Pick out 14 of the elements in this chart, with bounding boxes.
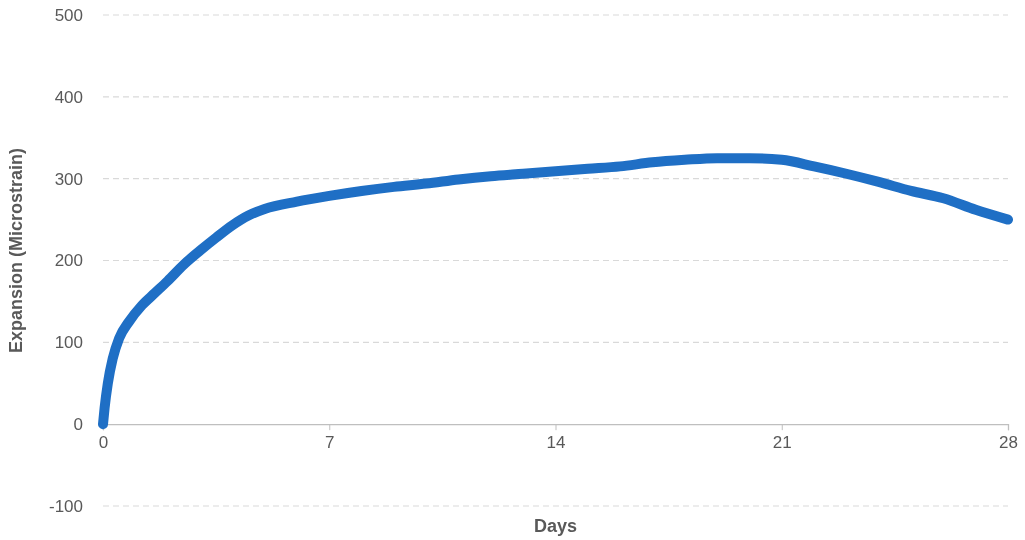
x-tick-label: 28 xyxy=(999,433,1018,453)
y-tick-label: 400 xyxy=(54,87,83,107)
y-axis-title: Expansion (Microstrain) xyxy=(6,147,26,354)
y-tick-label: 200 xyxy=(54,251,83,271)
x-axis-title: Days xyxy=(533,516,578,536)
y-tick-label: 300 xyxy=(54,169,83,189)
x-tick-label: 14 xyxy=(546,433,566,453)
x-tick-label: 0 xyxy=(98,433,109,453)
y-tick-label: 500 xyxy=(54,5,83,25)
y-tick-label: -100 xyxy=(48,496,83,516)
x-tick-label: 21 xyxy=(772,433,792,453)
y-tick-label: 100 xyxy=(54,333,83,353)
x-tick-label: 7 xyxy=(325,433,335,453)
y-tick-label: 0 xyxy=(73,415,83,435)
